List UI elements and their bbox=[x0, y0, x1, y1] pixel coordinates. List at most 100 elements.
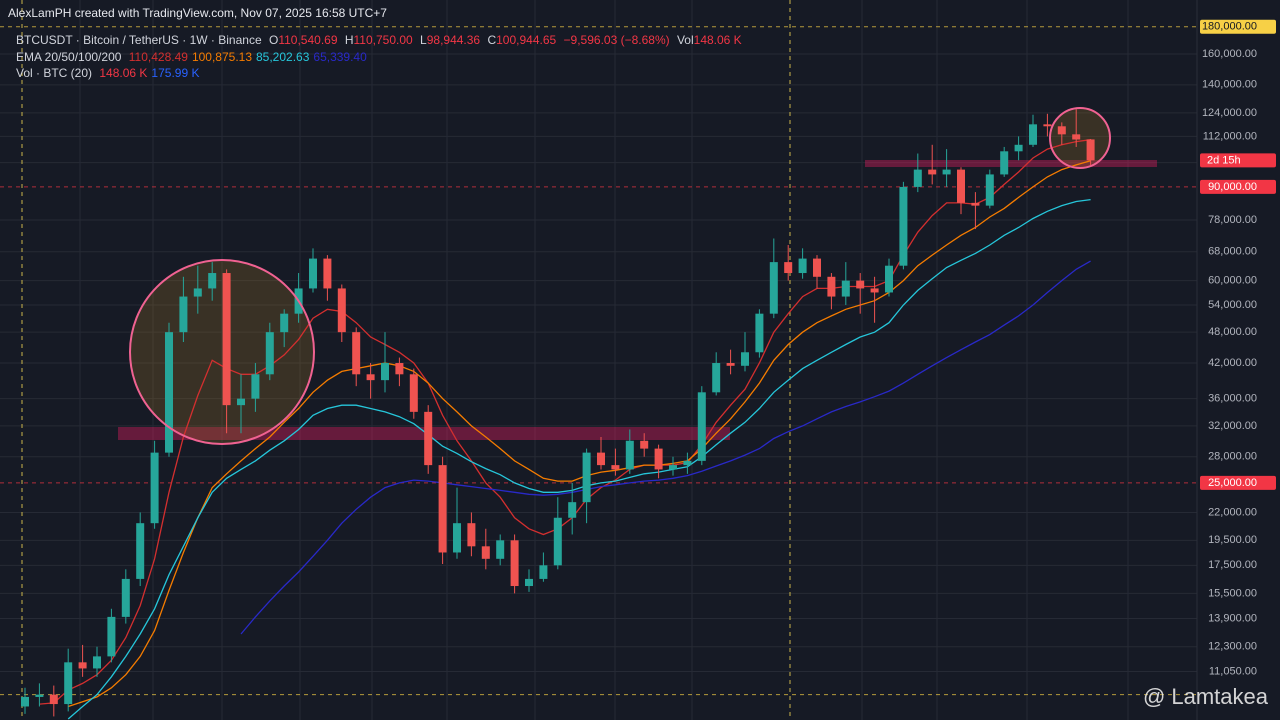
candle-body bbox=[726, 363, 735, 366]
candle-body bbox=[957, 169, 965, 203]
candle-body bbox=[525, 578, 533, 587]
ema-line bbox=[39, 139, 1091, 705]
candle-body bbox=[712, 363, 721, 393]
candle-body bbox=[165, 332, 173, 453]
y-tick-label: 17,500.00 bbox=[1208, 559, 1257, 571]
candle-body bbox=[237, 398, 245, 406]
y-tick-label: 112,000.00 bbox=[1203, 130, 1257, 142]
ohlc-value: 110,750.00 bbox=[353, 33, 413, 47]
candle-body bbox=[136, 523, 145, 579]
highlight-circle bbox=[130, 260, 314, 444]
y-tick-label: 13,900.00 bbox=[1208, 612, 1257, 624]
candle-body bbox=[64, 662, 73, 705]
y-tick-label: 19,500.00 bbox=[1208, 534, 1257, 546]
watermark: @ Lamtakea bbox=[1142, 684, 1268, 709]
ema-line bbox=[67, 198, 1091, 720]
candle-body bbox=[669, 465, 677, 470]
candle-body bbox=[654, 448, 663, 470]
ema-value: 110,428.49 bbox=[128, 50, 188, 64]
vol-label: Vol bbox=[676, 33, 694, 47]
candle-body bbox=[1086, 139, 1095, 161]
candle-body bbox=[366, 374, 375, 381]
candle-body bbox=[539, 565, 548, 579]
change: −9,596.03 (−8.68%) bbox=[563, 33, 670, 47]
candle-body bbox=[640, 440, 649, 449]
candle-body bbox=[1072, 134, 1081, 140]
y-tick-label: 28,000.00 bbox=[1208, 451, 1257, 463]
candle-body bbox=[222, 273, 231, 406]
candle-body bbox=[35, 694, 44, 697]
candle-body bbox=[510, 540, 519, 587]
candle-body bbox=[352, 332, 361, 375]
symbol: BTCUSDT · Bitcoin / TetherUS · 1W · Bina… bbox=[16, 33, 262, 47]
y-tick-label: 32,000.00 bbox=[1208, 420, 1257, 432]
ohlc-value: 98,944.36 bbox=[426, 33, 481, 47]
candle-body bbox=[568, 502, 577, 518]
credit: AlexLamPH created with TradingView.com, … bbox=[8, 6, 387, 20]
candle-body bbox=[928, 169, 937, 175]
y-tick-label: 48,000.00 bbox=[1208, 326, 1257, 338]
candle-body bbox=[813, 258, 821, 277]
ohlc-value: 110,540.69 bbox=[278, 33, 338, 47]
candle-body bbox=[496, 540, 505, 559]
y-tick-label: 36,000.00 bbox=[1208, 393, 1257, 405]
legend-row: BTCUSDT · Bitcoin / TetherUS · 1W · Bina… bbox=[16, 32, 746, 48]
candle-body bbox=[942, 169, 951, 175]
candle-body bbox=[309, 258, 317, 289]
y-tick-label: 78,000.00 bbox=[1208, 214, 1257, 226]
ohlc-label: L bbox=[420, 33, 427, 47]
candle-body bbox=[1014, 144, 1023, 152]
candle-body bbox=[784, 262, 793, 274]
y-tick-label: 42,000.00 bbox=[1208, 357, 1257, 369]
price-badge bbox=[1200, 179, 1276, 194]
candle-body bbox=[798, 258, 807, 274]
candle-body bbox=[193, 288, 202, 297]
candle-body bbox=[1029, 124, 1037, 145]
ohlc-value: 100,944.65 bbox=[496, 33, 557, 47]
candle-body bbox=[438, 465, 447, 553]
candle-body bbox=[107, 616, 116, 657]
candle-body bbox=[1000, 151, 1009, 175]
candle-body bbox=[553, 517, 562, 566]
candle-body bbox=[251, 374, 260, 399]
candle-body bbox=[841, 280, 850, 297]
candle-body bbox=[424, 411, 433, 466]
y-tick-label: 11,050.00 bbox=[1209, 665, 1257, 677]
candle-body bbox=[827, 276, 836, 297]
candle-body bbox=[741, 352, 749, 366]
y-tick-label: 160,000.00 bbox=[1202, 48, 1257, 60]
ema-line bbox=[240, 260, 1091, 635]
support-zone bbox=[865, 160, 1157, 167]
legend-row: EMA 20/50/100/200 110,428.49 100,875.13 85… bbox=[16, 49, 371, 65]
candle-body bbox=[280, 313, 289, 333]
candle-body bbox=[899, 186, 908, 266]
candle-body bbox=[625, 440, 634, 470]
candle-body bbox=[885, 265, 893, 293]
candle-body bbox=[467, 523, 476, 547]
y-tick-label: 140,000.00 bbox=[1202, 79, 1257, 91]
y-tick-label: 68,000.00 bbox=[1208, 246, 1257, 258]
y-tick-label: 15,500.00 bbox=[1208, 587, 1257, 599]
candle-body bbox=[1043, 124, 1052, 127]
countdown-label: 2d 15h bbox=[1207, 154, 1241, 166]
candle-body bbox=[265, 332, 274, 375]
candle-body bbox=[395, 363, 404, 375]
candle-body bbox=[870, 288, 879, 293]
price-badge-label: 180,000.00 bbox=[1202, 21, 1257, 33]
candle-body bbox=[769, 262, 778, 314]
candle-body bbox=[697, 392, 706, 461]
ema-value: 100,875.13 bbox=[191, 50, 252, 64]
candle-body bbox=[49, 694, 58, 705]
candle-body bbox=[582, 452, 591, 503]
highlight-circle-outline bbox=[1049, 107, 1111, 169]
candle-body bbox=[121, 578, 130, 617]
price-badge-label: 25,000.00 bbox=[1208, 477, 1257, 489]
price-badge-label: 90,000.00 bbox=[1208, 181, 1257, 193]
candle-body bbox=[381, 363, 389, 381]
candle-body bbox=[971, 202, 980, 206]
candle-body bbox=[453, 523, 461, 553]
candle-body bbox=[913, 169, 922, 187]
